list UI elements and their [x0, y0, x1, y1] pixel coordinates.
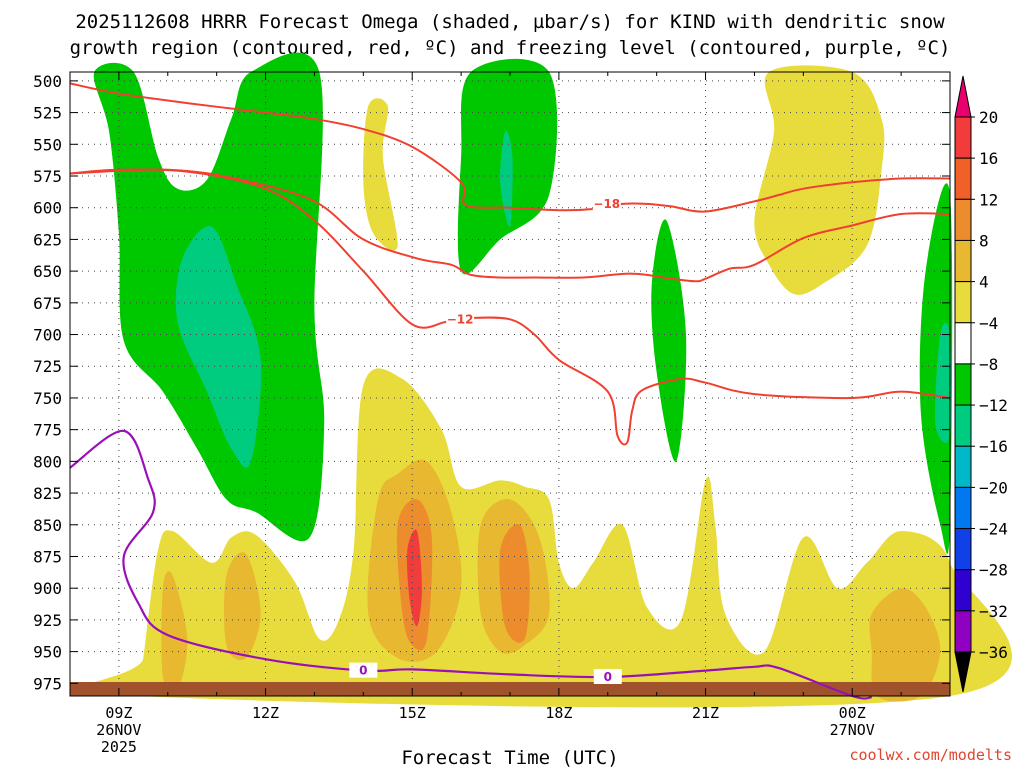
- dotted-grid: [70, 72, 950, 696]
- chart-title-line2: growth region (contoured, red, ºC) and f…: [70, 37, 951, 59]
- colorbar-segment-11: [954, 569, 972, 612]
- y-tick-label-600: 600: [33, 199, 62, 218]
- omega-colorbar: 20 16 12 8 4 −4 −8 −12 −16 −20 −24 −28 −32 −36: [954, 75, 1008, 693]
- y-tick-label-675: 675: [33, 294, 62, 313]
- colorbar-segment-6: [954, 363, 972, 406]
- omega-region-13: [161, 571, 188, 693]
- x-tick-label-21Z: 21Z: [692, 704, 719, 722]
- y-tick-label-500: 500: [33, 72, 62, 91]
- y-tick-label-925: 925: [33, 611, 62, 630]
- dgz-label-minus12: −12: [447, 312, 474, 326]
- colorbar-label-8: −16: [979, 437, 1008, 456]
- y-tick-label-800: 800: [33, 452, 62, 471]
- y-tick-label-775: 775: [33, 421, 62, 440]
- x-tick-label-09Z: 09Z: [105, 704, 132, 722]
- omega-region-12: [224, 552, 261, 661]
- dgz-label-minus18-bg: [592, 195, 621, 211]
- dgz-contour-upper: [69, 82, 951, 213]
- omega-region-16: [499, 523, 530, 643]
- colorbar-segment-7: [954, 404, 972, 447]
- freezing-label-0-b-bg: [593, 668, 622, 684]
- pressure-axis: 500 525 550 575 600 625 650 675 700 725 750 775 800 8…: [33, 72, 950, 693]
- y-tick-label-950: 950: [33, 643, 62, 662]
- freezing-label-0: 0: [359, 664, 367, 678]
- dgz-label-minus12-bg: [446, 311, 475, 327]
- colorbar-label-11: −28: [979, 561, 1008, 580]
- colorbar-segment-4: [954, 281, 972, 324]
- colorbar-label-10: −24: [979, 520, 1008, 539]
- source-credit: coolwx.com/modelts: [849, 746, 1012, 764]
- colorbar-top-arrow: [954, 75, 972, 118]
- y-tick-label-575: 575: [33, 167, 62, 186]
- contours: −18 −12 0 0: [69, 82, 951, 700]
- dgz-contour-lower-branch: [69, 168, 951, 283]
- colorbar-label-7: −12: [979, 396, 1008, 415]
- omega-region-7: [754, 65, 885, 295]
- colorbar-segment-2: [954, 198, 972, 241]
- colorbar-segment-0: [954, 116, 972, 159]
- y-tick-label-850: 850: [33, 516, 62, 535]
- y-tick-label-525: 525: [33, 104, 62, 123]
- omega-region-8: [363, 98, 398, 251]
- freezing-label-0-bg: [349, 662, 378, 678]
- dgz-label-minus18: −18: [593, 197, 620, 211]
- x-tick-date-00Z: 27NOV: [830, 721, 875, 739]
- colorbar-label-13: −36: [979, 643, 1008, 662]
- colorbar-bottom-arrow: [954, 651, 972, 693]
- colorbar-segment-3: [954, 239, 972, 283]
- y-tick-label-875: 875: [33, 547, 62, 566]
- x-tick-label-18Z: 18Z: [545, 704, 572, 722]
- omega-region-4: [175, 226, 262, 468]
- x-axis-label: Forecast Time (UTC): [401, 747, 618, 768]
- colorbar-label-6: −8: [979, 355, 998, 374]
- y-tick-label-750: 750: [33, 389, 62, 408]
- omega-region-5: [500, 130, 513, 228]
- colorbar-label-9: −20: [979, 478, 1008, 497]
- colorbar-label-0: 20: [979, 108, 998, 127]
- omega-region-14: [869, 588, 941, 702]
- colorbar-segment-9: [954, 486, 972, 530]
- omega-region-6: [934, 322, 952, 444]
- colorbar-segment-12: [954, 610, 972, 653]
- y-tick-label-700: 700: [33, 326, 62, 345]
- colorbar-segment-1: [954, 157, 972, 200]
- x-tick-label-12Z: 12Z: [252, 704, 279, 722]
- dgz-contour-lower: [69, 168, 951, 446]
- colorbar-label-4: 4: [979, 273, 989, 292]
- colorbar-label-12: −32: [979, 602, 1008, 621]
- x-tick-label-15Z: 15Z: [399, 704, 426, 722]
- x-tick-label-00Z: 00Z: [839, 704, 866, 722]
- y-tick-label-650: 650: [33, 262, 62, 281]
- colorbar-label-2: 12: [979, 190, 998, 209]
- y-tick-label-975: 975: [33, 674, 62, 693]
- omega-region-17: [406, 529, 422, 627]
- chart-title-line1: 2025112608 HRRR Forecast Omega (shaded, …: [75, 11, 945, 33]
- colorbar-label-1: 16: [979, 149, 998, 168]
- freezing-label-0-b: 0: [604, 670, 612, 684]
- colorbar-segment-5: [954, 322, 972, 365]
- y-tick-label-550: 550: [33, 135, 62, 154]
- omega-region-9: [79, 368, 1012, 708]
- y-tick-label-825: 825: [33, 484, 62, 503]
- x-tick-date-09Z: 26NOV: [96, 721, 141, 739]
- ground-surface-bar: [70, 682, 950, 696]
- colorbar-label-5: −4: [979, 314, 998, 333]
- colorbar-label-3: 8: [979, 231, 989, 250]
- y-tick-label-625: 625: [33, 230, 62, 249]
- y-tick-label-900: 900: [33, 579, 62, 598]
- plot-area: −18 −12 0 0: [69, 52, 1012, 708]
- y-tick-label-725: 725: [33, 357, 62, 376]
- colorbar-segment-10: [954, 528, 972, 571]
- colorbar-segment-8: [954, 445, 972, 488]
- x-tick-year-09Z: 2025: [101, 738, 137, 756]
